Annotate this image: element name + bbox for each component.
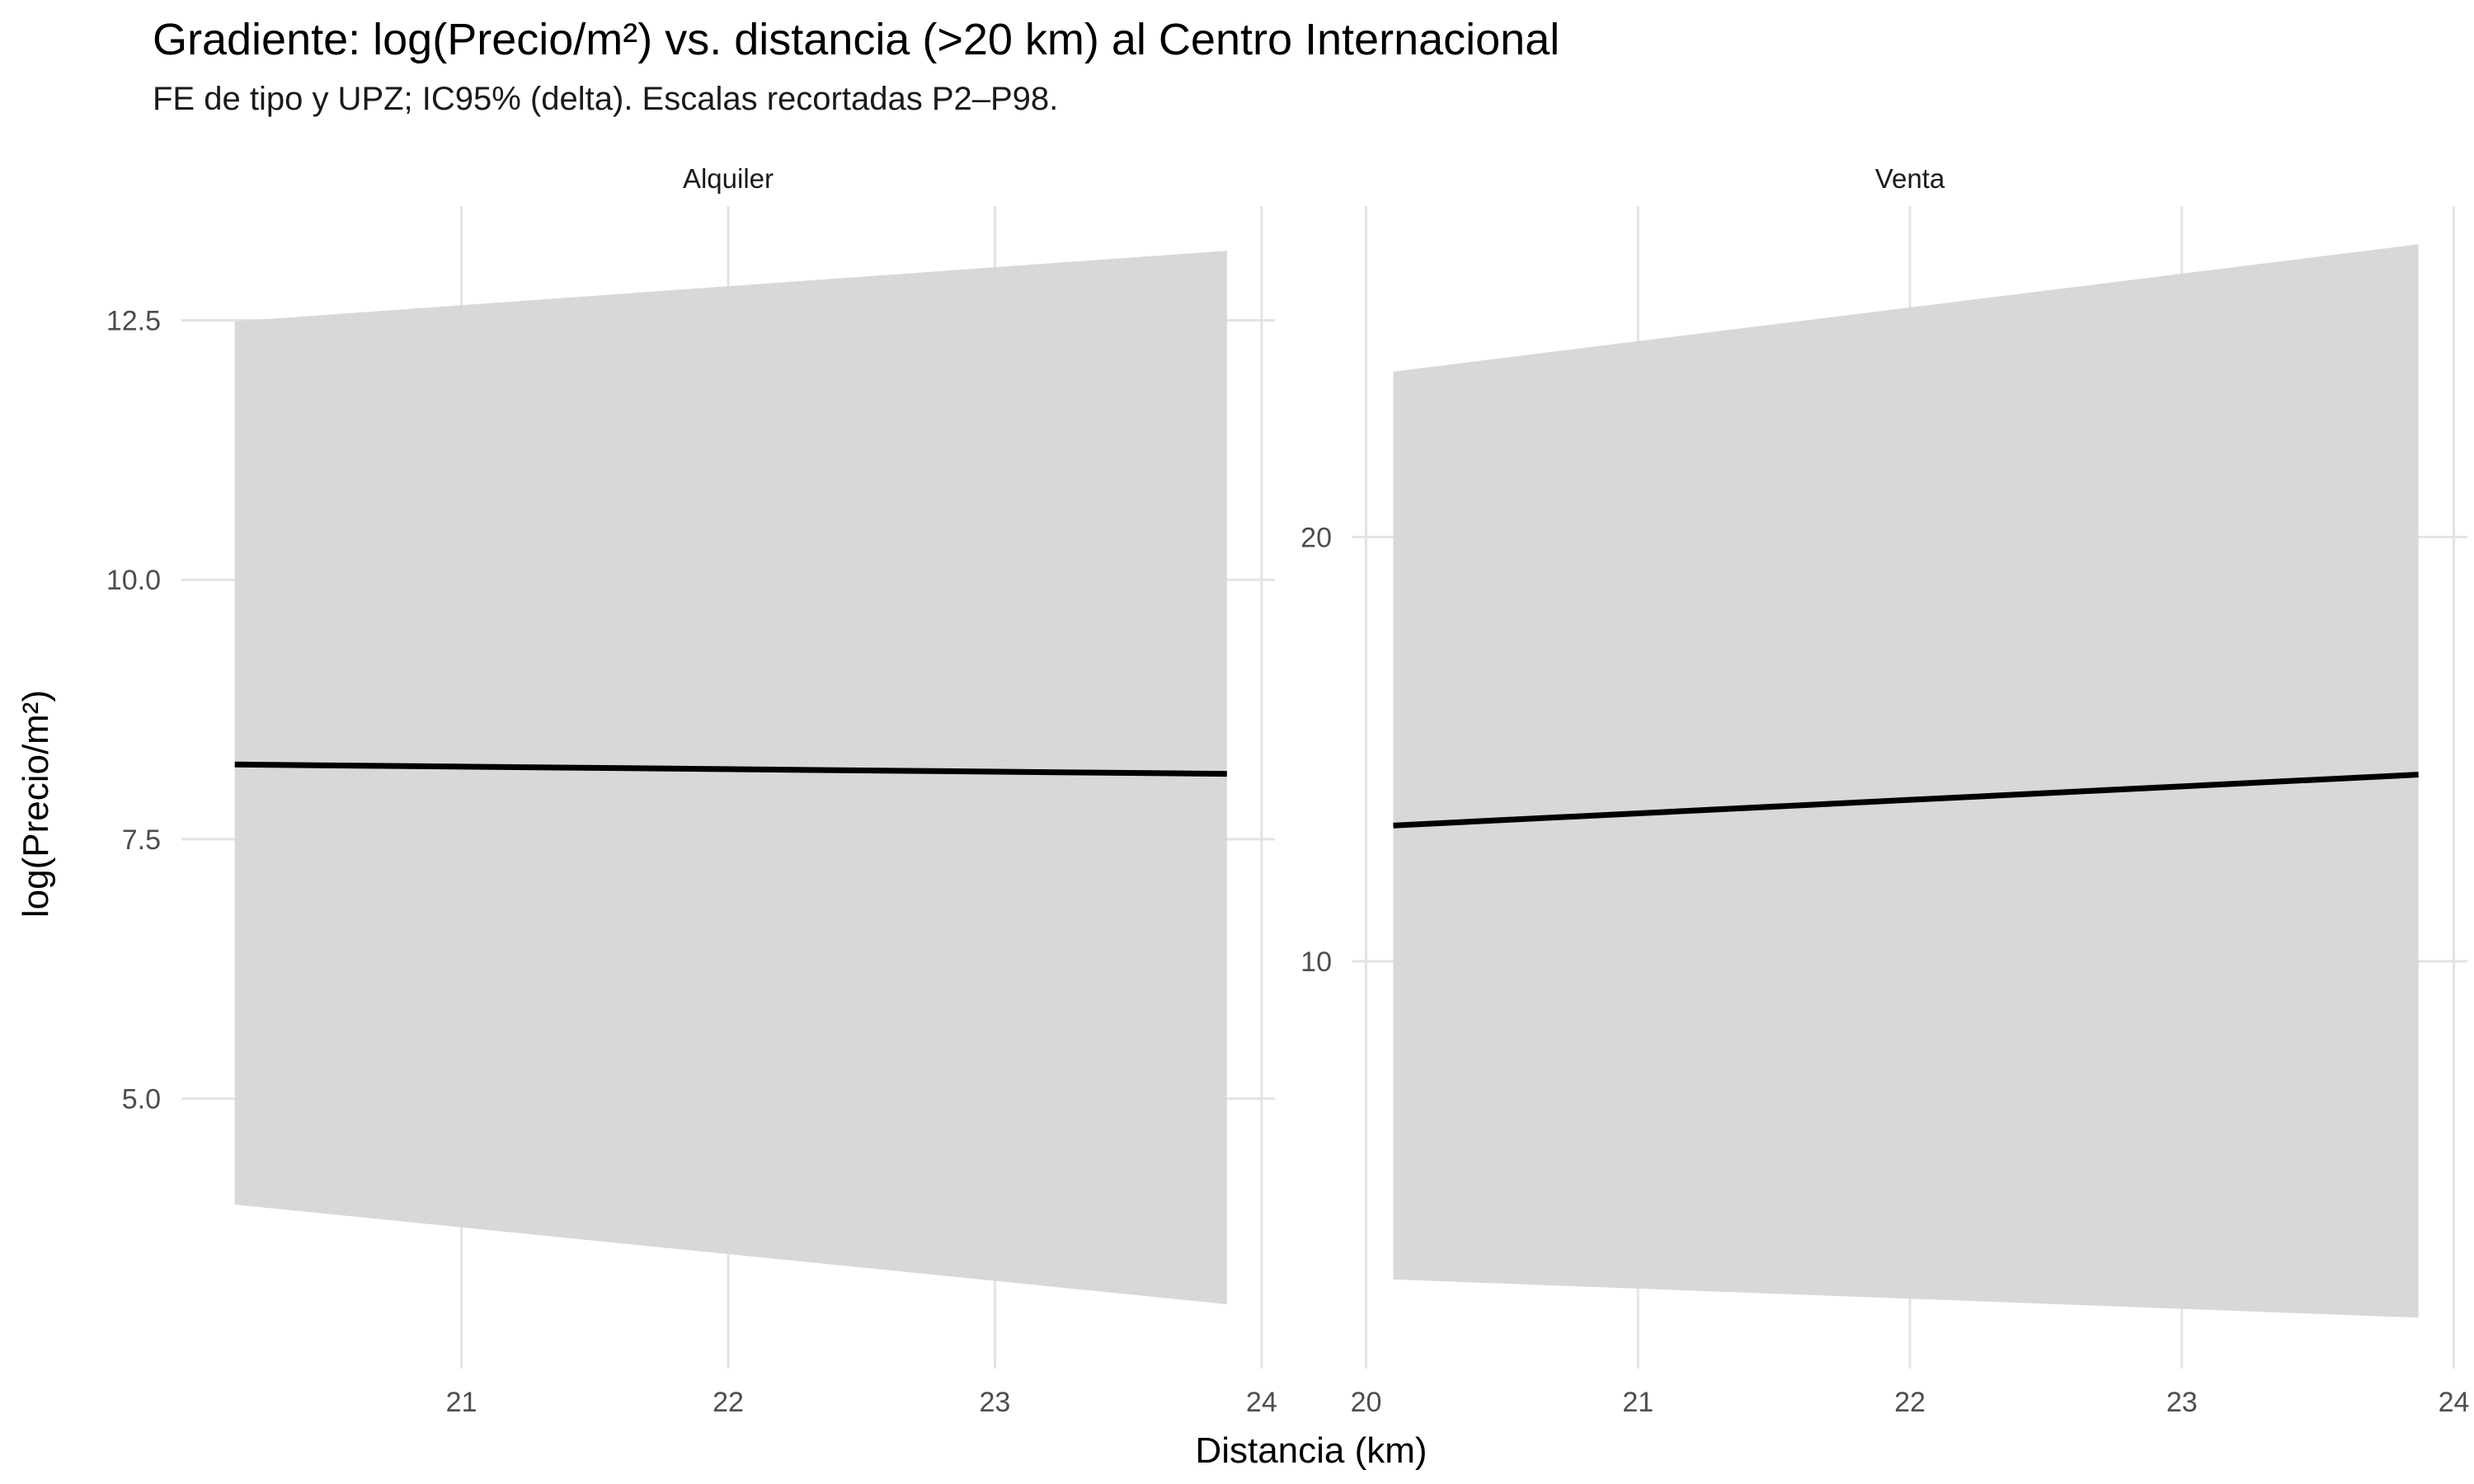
x-tick-label: 24 <box>2439 1387 2470 1418</box>
y-axis-title: log(Precio/m²) <box>16 690 56 918</box>
chart-title: Gradiente: log(Precio/m²) vs. distancia … <box>153 15 1560 64</box>
y-tick-label: 20 <box>1300 522 1332 553</box>
confidence-band-venta <box>1393 244 2419 1318</box>
fit-line-alquiler <box>234 761 1227 777</box>
y-tick-label: 12.5 <box>106 305 161 336</box>
x-tick-label: 22 <box>1894 1387 1926 1418</box>
y-tick-label: 7.5 <box>122 824 161 856</box>
x-tick-label: 24 <box>1246 1387 1277 1418</box>
y-tick-label: 10.0 <box>106 565 161 596</box>
x-tick-label: 23 <box>980 1387 1011 1418</box>
x-tick-label: 21 <box>446 1387 477 1418</box>
facet-label-alquiler: Alquiler <box>683 163 774 194</box>
x-tick-label: 22 <box>713 1387 744 1418</box>
y-tick-label: 10 <box>1300 946 1332 978</box>
x-axis-title: Distancia (km) <box>1195 1430 1427 1471</box>
x-tick-label: 20 <box>1351 1387 1382 1418</box>
panel-alquiler: Alquiler 5.0 7.5 10.0 12.5 21 22 23 24 <box>106 163 1277 1418</box>
fit-line-venta <box>1393 772 2419 829</box>
x-tick-label: 21 <box>1622 1387 1653 1418</box>
confidence-band-alquiler <box>234 251 1227 1304</box>
x-tick-label: 23 <box>2166 1387 2198 1418</box>
chart-subtitle: FE de tipo y UPZ; IC95% (delta). Escalas… <box>153 81 1059 117</box>
panel-venta: Venta 10 20 20 21 22 23 24 <box>1300 163 2469 1418</box>
y-tick-label: 5.0 <box>122 1084 161 1115</box>
facet-label-venta: Venta <box>1875 163 1945 194</box>
